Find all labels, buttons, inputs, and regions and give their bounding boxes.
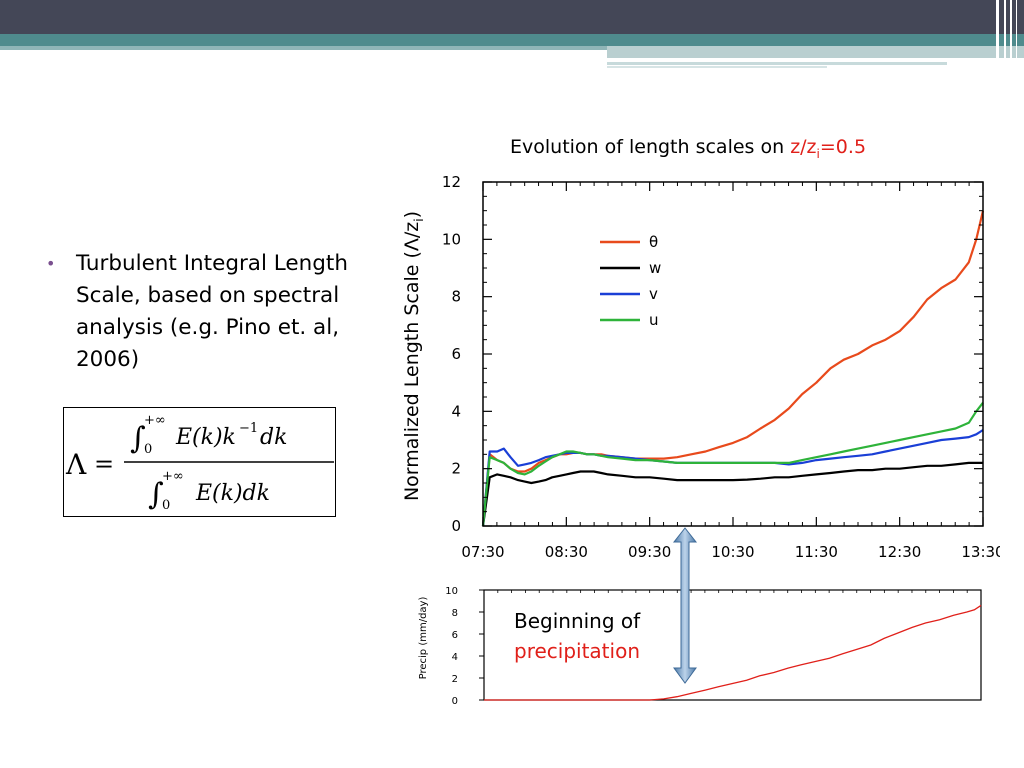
y-tick-label: 8 — [451, 288, 461, 306]
precip-y-axis-label: Precip (mm/day) — [418, 597, 429, 680]
svg-text:−1: −1 — [239, 421, 258, 436]
precip-y-tick-label: 8 — [452, 608, 458, 619]
svg-text:Λ: Λ — [65, 448, 87, 481]
precip-y-tick-label: 0 — [452, 696, 458, 707]
precip-y-tick-label: 6 — [452, 630, 458, 641]
x-tick-label: 12:30 — [878, 543, 921, 561]
x-tick-label: 07:30 — [461, 543, 504, 561]
svg-text:+∞: +∞ — [144, 413, 166, 428]
precip-y-tick-label: 2 — [452, 674, 458, 685]
chart-title: Evolution of length scales on z/zi=0.5 — [510, 136, 866, 161]
y-tick-label: 6 — [451, 345, 461, 363]
accent-band-light — [0, 46, 610, 50]
accent-band — [0, 34, 1024, 46]
accent-tab — [607, 46, 1024, 58]
header-stripe — [1016, 0, 1017, 70]
bullet-dot-icon: • — [46, 254, 56, 273]
precip-y-tick-label: 10 — [445, 586, 458, 597]
length-scale-chart: 0 2 4 6 8 10 12 07:30 08:30 09:30 10:30 11:30 12:30 1… — [401, 173, 1000, 561]
svg-text:E(k)dk: E(k)dk — [195, 481, 270, 506]
y-tick-label: 12 — [442, 173, 461, 191]
svg-text:dk: dk — [260, 425, 287, 450]
double-arrow-icon — [672, 527, 698, 684]
x-tick-label: 09:30 — [628, 543, 671, 561]
svg-text:0: 0 — [162, 498, 170, 513]
chart-title-highlight: z/zi=0.5 — [790, 136, 867, 161]
legend-label-w: w — [649, 259, 661, 277]
annotation-line-1: Beginning of — [514, 609, 641, 633]
accent-tab-line-2 — [607, 66, 827, 68]
formula-box: Λ = ∫ +∞ 0 E(k)k −1 dk ∫ +∞ 0 E(k)dk — [63, 407, 336, 517]
header-stripe — [1004, 0, 1006, 70]
svg-text:E(k)k: E(k)k — [175, 425, 236, 450]
x-tick-label: 13:30 — [961, 543, 1000, 561]
chart-title-highlight-suffix: =0.5 — [819, 136, 867, 158]
legend-label-v: v — [649, 285, 658, 303]
x-tick-label: 08:30 — [545, 543, 588, 561]
header-stripe — [1010, 0, 1012, 70]
precipitation-annotation: Beginning of precipitation — [514, 606, 640, 666]
header-bar — [0, 0, 1024, 34]
svg-text:+∞: +∞ — [162, 469, 184, 484]
series-line-v — [481, 429, 984, 527]
precip-y-tick-label: 4 — [452, 652, 458, 663]
series-line-theta — [481, 210, 985, 527]
y-axis-label: Normalized Length Scale (Λ/zi) — [401, 211, 426, 501]
annotation-line-2: precipitation — [514, 639, 640, 663]
precipitation-chart: 0 2 4 6 8 10 Precip (mm/day) — [418, 586, 982, 707]
svg-text:=: = — [94, 450, 114, 478]
legend-label-u: u — [649, 311, 659, 329]
bullet-text: Turbulent Integral Length Scale, based o… — [76, 251, 348, 372]
header-stripe — [996, 0, 999, 70]
chart-title-highlight-main: z/z — [790, 136, 817, 158]
chart-title-highlight-sub: i — [816, 146, 820, 161]
x-tick-label: 10:30 — [711, 543, 754, 561]
y-tick-label: 0 — [451, 517, 461, 535]
series-line-u — [481, 402, 984, 527]
y-tick-label: 10 — [442, 230, 461, 248]
legend-label-theta: θ — [649, 233, 658, 251]
precip-series-line — [484, 604, 982, 701]
x-tick-label: 11:30 — [795, 543, 838, 561]
chart-title-prefix: Evolution of length scales on — [510, 136, 791, 158]
svg-text:∫: ∫ — [130, 421, 146, 456]
plot-frame — [482, 181, 984, 527]
y-tick-label: 4 — [451, 402, 461, 420]
svg-text:∫: ∫ — [148, 477, 164, 512]
integral-length-scale-formula: Λ = ∫ +∞ 0 E(k)k −1 dk ∫ +∞ 0 E(k)dk — [65, 413, 334, 513]
svg-text:0: 0 — [144, 442, 152, 457]
series-line-w — [481, 461, 983, 527]
y-tick-label: 2 — [451, 460, 461, 478]
accent-tab-line — [607, 62, 947, 65]
bullet-item: • Turbulent Integral Length Scale, based… — [46, 248, 378, 376]
